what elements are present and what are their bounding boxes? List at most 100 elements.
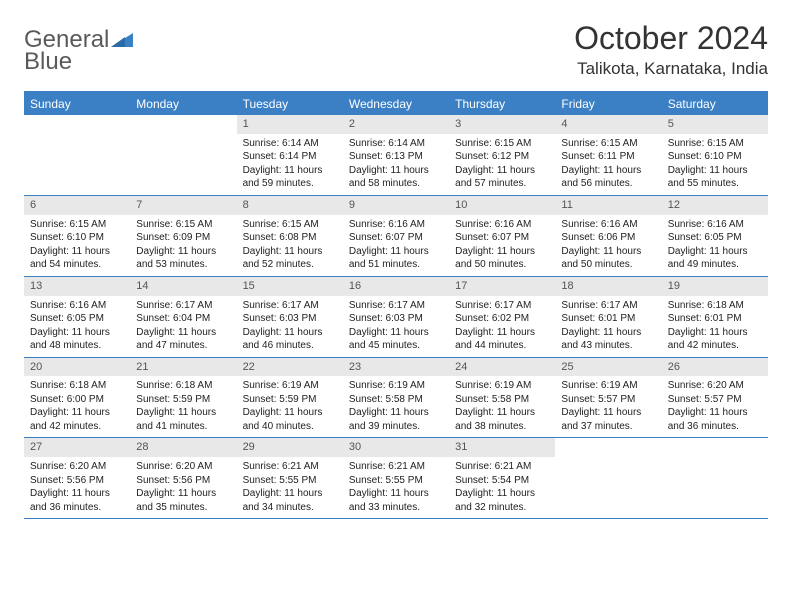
calendar-day-cell: 19 Sunrise: 6:18 AMSunset: 6:01 PMDayligh…: [662, 277, 768, 357]
sunset-text: Sunset: 6:05 PM: [668, 231, 762, 245]
sunrise-text: Sunrise: 6:14 AM: [349, 137, 443, 151]
calendar-day-cell: 20Sunrise: 6:18 AMSunset: 6:00 PMDayligh…: [24, 358, 130, 438]
day-body: Sunrise: 6:17 AMSunset: 6:02 PMDaylight:…: [449, 296, 555, 357]
sunset-text: Sunset: 6:13 PM: [349, 150, 443, 164]
day-number: 27: [24, 438, 130, 457]
daylight-text: Daylight: 11 hours and 55 minutes.: [668, 164, 762, 191]
sunset-text: Sunset: 5:56 PM: [30, 474, 124, 488]
calendar-day-cell: 31Sunrise: 6:21 AMSunset: 5:54 PMDayligh…: [449, 438, 555, 518]
daylight-text: Daylight: 11 hours and 47 minutes.: [136, 326, 230, 353]
sunrise-text: Sunrise: 6:18 AM: [136, 379, 230, 393]
sunrise-text: Sunrise: 6:15 AM: [30, 218, 124, 232]
daylight-text: Daylight: 11 hours and 32 minutes.: [455, 487, 549, 514]
day-body: Sunrise: 6:17 AMSunset: 6:03 PMDaylight:…: [237, 296, 343, 357]
day-number: 22: [237, 358, 343, 377]
calendar-day-cell: 4Sunrise: 6:15 AMSunset: 6:11 PMDaylight…: [555, 115, 661, 195]
daylight-text: Daylight: 11 hours and 50 minutes.: [561, 245, 655, 272]
day-number: 30: [343, 438, 449, 457]
sunset-text: Sunset: 5:55 PM: [349, 474, 443, 488]
sunrise-text: Sunrise: 6:16 AM: [561, 218, 655, 232]
calendar-week-row: 6Sunrise: 6:15 AMSunset: 6:10 PMDaylight…: [24, 196, 768, 277]
daylight-text: Daylight: 11 hours and 52 minutes.: [243, 245, 337, 272]
sunset-text: Sunset: 6:09 PM: [136, 231, 230, 245]
calendar-day-cell: 22Sunrise: 6:19 AMSunset: 5:59 PMDayligh…: [237, 358, 343, 438]
calendar-day-cell: 21Sunrise: 6:18 AMSunset: 5:59 PMDayligh…: [130, 358, 236, 438]
day-body: Sunrise: 6:16 AMSunset: 6:06 PMDaylight:…: [555, 215, 661, 276]
sunrise-text: Sunrise: 6:19 AM: [349, 379, 443, 393]
month-title: October 2024: [574, 20, 768, 57]
day-number: 23: [343, 358, 449, 377]
sunrise-text: Sunrise: 6:17 AM: [349, 299, 443, 313]
sunset-text: Sunset: 6:07 PM: [349, 231, 443, 245]
calendar-day-cell: 18Sunrise: 6:17 AMSunset: 6:01 PMDayligh…: [555, 277, 661, 357]
day-number: 15: [237, 277, 343, 296]
sunrise-text: Sunrise: 6:17 AM: [136, 299, 230, 313]
daylight-text: Daylight: 11 hours and 42 minutes.: [30, 406, 124, 433]
day-number: 12: [662, 196, 768, 215]
title-block: October 2024 Talikota, Karnataka, India: [574, 20, 768, 79]
sunset-text: Sunset: 5:54 PM: [455, 474, 549, 488]
sunset-text: Sunset: 6:02 PM: [455, 312, 549, 326]
calendar-day-cell: [130, 115, 236, 195]
daylight-text: Daylight: 11 hours and 39 minutes.: [349, 406, 443, 433]
day-number: 16: [343, 277, 449, 296]
day-body: Sunrise: 6:15 AMSunset: 6:12 PMDaylight:…: [449, 134, 555, 195]
daylight-text: Daylight: 11 hours and 33 minutes.: [349, 487, 443, 514]
day-body: Sunrise: 6:16 AMSunset: 6:05 PMDaylight:…: [24, 296, 130, 357]
day-body: Sunrise: 6:14 AMSunset: 6:13 PMDaylight:…: [343, 134, 449, 195]
day-body: Sunrise: 6:20 AMSunset: 5:56 PMDaylight:…: [24, 457, 130, 518]
calendar-day-cell: 27Sunrise: 6:20 AMSunset: 5:56 PMDayligh…: [24, 438, 130, 518]
day-body: Sunrise: 6:20 AMSunset: 5:57 PMDaylight:…: [662, 376, 768, 437]
calendar-day-cell: 24Sunrise: 6:19 AMSunset: 5:58 PMDayligh…: [449, 358, 555, 438]
weekday-header-cell: Thursday: [449, 93, 555, 115]
day-body: Sunrise: 6:16 AMSunset: 6:07 PMDaylight:…: [343, 215, 449, 276]
sunrise-text: Sunrise: 6:20 AM: [30, 460, 124, 474]
day-number: 28: [130, 438, 236, 457]
sunrise-text: Sunrise: 6:20 AM: [136, 460, 230, 474]
sunset-text: Sunset: 6:03 PM: [243, 312, 337, 326]
day-body: Sunrise: 6:18 AMSunset: 6:00 PMDaylight:…: [24, 376, 130, 437]
day-number: 26: [662, 358, 768, 377]
calendar-day-cell: 15Sunrise: 6:17 AMSunset: 6:03 PMDayligh…: [237, 277, 343, 357]
day-body: Sunrise: 6:20 AMSunset: 5:56 PMDaylight:…: [130, 457, 236, 518]
sunrise-text: Sunrise: 6:19 AM: [455, 379, 549, 393]
sunset-text: Sunset: 6:01 PM: [668, 312, 762, 326]
calendar-day-cell: 11Sunrise: 6:16 AMSunset: 6:06 PMDayligh…: [555, 196, 661, 276]
location-subtitle: Talikota, Karnataka, India: [574, 59, 768, 79]
day-number: 1: [237, 115, 343, 134]
sunset-text: Sunset: 6:03 PM: [349, 312, 443, 326]
logo: GeneralBlue: [24, 20, 133, 76]
sunset-text: Sunset: 6:10 PM: [668, 150, 762, 164]
calendar-day-cell: 9Sunrise: 6:16 AMSunset: 6:07 PMDaylight…: [343, 196, 449, 276]
sunrise-text: Sunrise: 6:18 AM: [668, 299, 762, 313]
calendar-day-cell: 2Sunrise: 6:14 AMSunset: 6:13 PMDaylight…: [343, 115, 449, 195]
sunset-text: Sunset: 6:14 PM: [243, 150, 337, 164]
page-header: GeneralBlue October 2024 Talikota, Karna…: [24, 20, 768, 79]
sunrise-text: Sunrise: 6:15 AM: [136, 218, 230, 232]
daylight-text: Daylight: 11 hours and 46 minutes.: [243, 326, 337, 353]
daylight-text: Daylight: 11 hours and 53 minutes.: [136, 245, 230, 272]
sunset-text: Sunset: 6:07 PM: [455, 231, 549, 245]
day-number: 9: [343, 196, 449, 215]
day-number: 24: [449, 358, 555, 377]
day-number: 25: [555, 358, 661, 377]
daylight-text: Daylight: 11 hours and 37 minutes.: [561, 406, 655, 433]
sunset-text: Sunset: 6:01 PM: [561, 312, 655, 326]
calendar-day-cell: 1Sunrise: 6:14 AMSunset: 6:14 PMDaylight…: [237, 115, 343, 195]
sunset-text: Sunset: 6:06 PM: [561, 231, 655, 245]
sunrise-text: Sunrise: 6:20 AM: [668, 379, 762, 393]
day-number: 19: [662, 277, 768, 296]
calendar-day-cell: 28Sunrise: 6:20 AMSunset: 5:56 PMDayligh…: [130, 438, 236, 518]
day-number: 13: [24, 277, 130, 296]
sunrise-text: Sunrise: 6:16 AM: [30, 299, 124, 313]
day-body: Sunrise: 6:18 AMSunset: 5:59 PMDaylight:…: [130, 376, 236, 437]
day-number: 5: [662, 115, 768, 134]
daylight-text: Daylight: 11 hours and 42 minutes.: [668, 326, 762, 353]
day-number: 21: [130, 358, 236, 377]
sunrise-text: Sunrise: 6:15 AM: [561, 137, 655, 151]
weekday-header-cell: Monday: [130, 93, 236, 115]
calendar-weeks: 1 Sunrise: 6:14 AM Sunset: 6:14 PM Daylight…: [24, 115, 768, 519]
calendar-day-cell: 25Sunrise: 6:19 AMSunset: 5:57 PMDayligh…: [555, 358, 661, 438]
day-body: Sunrise: 6:15 AMSunset: 6:10 PMDaylight:…: [24, 215, 130, 276]
sunset-text: Sunset: 6:10 PM: [30, 231, 124, 245]
